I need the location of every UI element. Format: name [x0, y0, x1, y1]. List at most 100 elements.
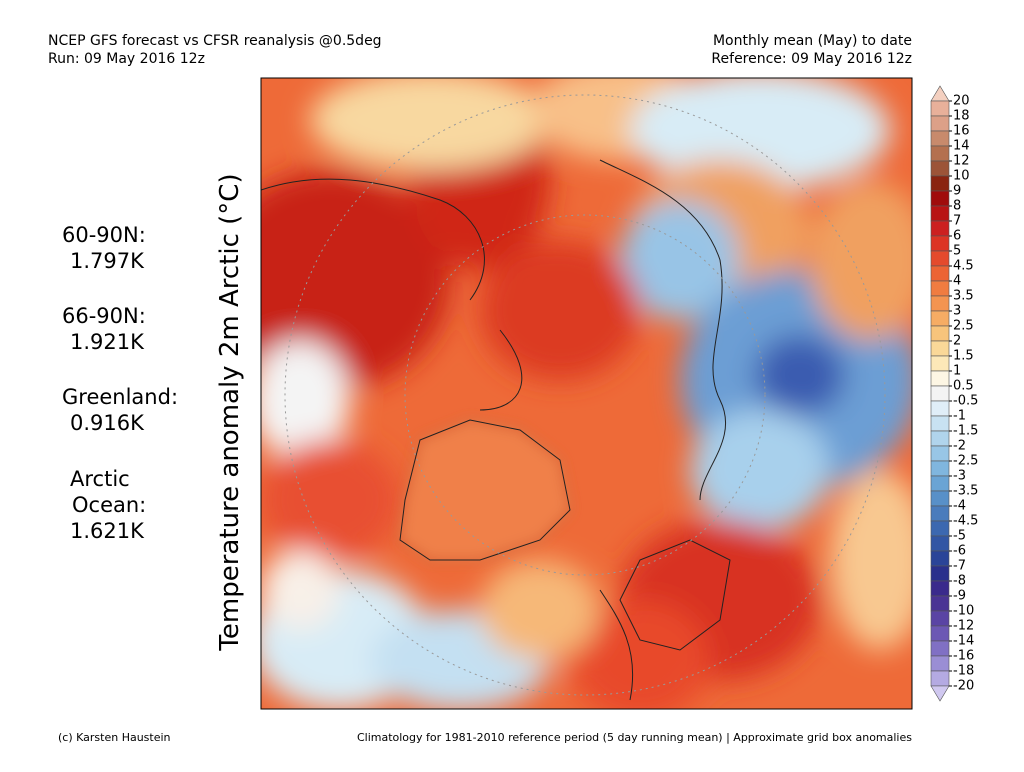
stat-value: 1.921K [70, 330, 145, 354]
colorbar-swatch [930, 295, 950, 312]
title: NCEP GFS forecast vs CFSR reanalysis @0.… [48, 33, 382, 49]
stat-value: 0.916K [70, 411, 145, 435]
credit: (c) Karsten Haustein [58, 731, 171, 744]
colorbar-label: -9 [953, 589, 966, 604]
colorbar-label: -16 [953, 649, 974, 664]
colorbar-swatch [930, 550, 950, 567]
colorbar-label: 2 [953, 334, 961, 349]
colorbar-label: -1 [953, 409, 966, 424]
colorbar-swatch [930, 640, 950, 657]
stat-label: 60-90N: [62, 223, 146, 247]
colorbar: 201816141210987654.543.532.521.510.5-0.5… [930, 85, 978, 702]
colorbar-cap [930, 85, 950, 102]
colorbar-label: -18 [953, 664, 974, 679]
colorbar-swatch [930, 505, 950, 522]
colorbar-label: 7 [953, 214, 961, 229]
colorbar-swatch [930, 670, 950, 687]
colorbar-swatch [930, 160, 950, 177]
colorbar-swatch [930, 190, 950, 207]
colorbar-label: -4 [953, 499, 966, 514]
colorbar-label: -12 [953, 619, 974, 634]
colorbar-label: 6 [953, 229, 961, 244]
colorbar-label: 12 [953, 154, 970, 169]
colorbar-swatch [930, 100, 950, 117]
colorbar-label: -6 [953, 544, 966, 559]
colorbar-label: -1.5 [953, 424, 978, 439]
colorbar-swatch [930, 265, 950, 282]
colorbar-swatch [930, 475, 950, 492]
colorbar-label: -10 [953, 604, 974, 619]
colorbar-swatch [930, 490, 950, 507]
colorbar-label: -4.5 [953, 514, 978, 529]
anomaly-map [261, 78, 912, 709]
colorbar-swatch [930, 355, 950, 372]
colorbar-label: -8 [953, 574, 966, 589]
colorbar-label: 1.5 [953, 349, 974, 364]
colorbar-cap [930, 685, 950, 702]
stat-value: 1.621K [70, 519, 145, 543]
map-frame [260, 77, 913, 710]
stat-value: 1.797K [70, 249, 145, 273]
colorbar-swatch [930, 220, 950, 237]
colorbar-label: 5 [953, 244, 961, 259]
colorbar-swatch [930, 625, 950, 642]
colorbar-swatch [930, 235, 950, 252]
colorbar-label: 4 [953, 274, 961, 289]
colorbar-label: 4.5 [953, 259, 974, 274]
colorbar-label: 10 [953, 169, 970, 184]
colorbar-swatch [930, 145, 950, 162]
run-label: Run: 09 May 2016 12z [48, 51, 205, 67]
colorbar-label: -20 [953, 679, 974, 694]
stats: 60-90N:1.797K 66-90N:1.921K Greenland:0.91… [62, 223, 178, 543]
colorbar-label: -3.5 [953, 484, 978, 499]
colorbar-label: -0.5 [953, 394, 978, 409]
colorbar-swatch [930, 325, 950, 342]
colorbar-label: -2 [953, 439, 966, 454]
footnote: Climatology for 1981-2010 reference peri… [357, 731, 912, 744]
colorbar-label: 0.5 [953, 379, 974, 394]
colorbar-swatch [930, 460, 950, 477]
colorbar-label: 14 [953, 139, 970, 154]
reference-label: Reference: 09 May 2016 12z [711, 51, 912, 67]
colorbar-label: 20 [953, 94, 970, 109]
colorbar-label: 18 [953, 109, 970, 124]
colorbar-label: 2.5 [953, 319, 974, 334]
colorbar-swatch [930, 445, 950, 462]
colorbar-swatch [930, 310, 950, 327]
colorbar-swatch [930, 205, 950, 222]
colorbar-label: -5 [953, 529, 966, 544]
colorbar-label: 3.5 [953, 289, 974, 304]
colorbar-swatch [930, 430, 950, 447]
vertical-title: Temperature anomaly 2m Arctic (°C) [215, 173, 245, 651]
colorbar-swatch [930, 400, 950, 417]
colorbar-swatch [930, 175, 950, 192]
stat-label: 66-90N: [62, 304, 146, 328]
colorbar-label: 1 [953, 364, 961, 379]
colorbar-label: 9 [953, 184, 961, 199]
colorbar-swatch [930, 280, 950, 297]
colorbar-swatch [930, 535, 950, 552]
colorbar-label: -3 [953, 469, 966, 484]
colorbar-swatch [930, 415, 950, 432]
stat-label: Arctic Ocean: [70, 467, 146, 517]
period-label: Monthly mean (May) to date [713, 33, 912, 49]
colorbar-label: 16 [953, 124, 970, 139]
colorbar-swatch [930, 520, 950, 537]
colorbar-swatch [930, 115, 950, 132]
colorbar-label: 8 [953, 199, 961, 214]
stat-label: Greenland: [62, 385, 178, 409]
colorbar-swatch [930, 565, 950, 582]
colorbar-swatch [930, 595, 950, 612]
colorbar-swatch [930, 250, 950, 267]
colorbar-label: 3 [953, 304, 961, 319]
colorbar-swatch [930, 610, 950, 627]
colorbar-swatch [930, 385, 950, 402]
colorbar-label: -7 [953, 559, 966, 574]
colorbar-swatch [930, 655, 950, 672]
colorbar-swatch [930, 580, 950, 597]
colorbar-label: -14 [953, 634, 974, 649]
colorbar-label: -2.5 [953, 454, 978, 469]
colorbar-swatch [930, 370, 950, 387]
colorbar-swatch [930, 130, 950, 147]
